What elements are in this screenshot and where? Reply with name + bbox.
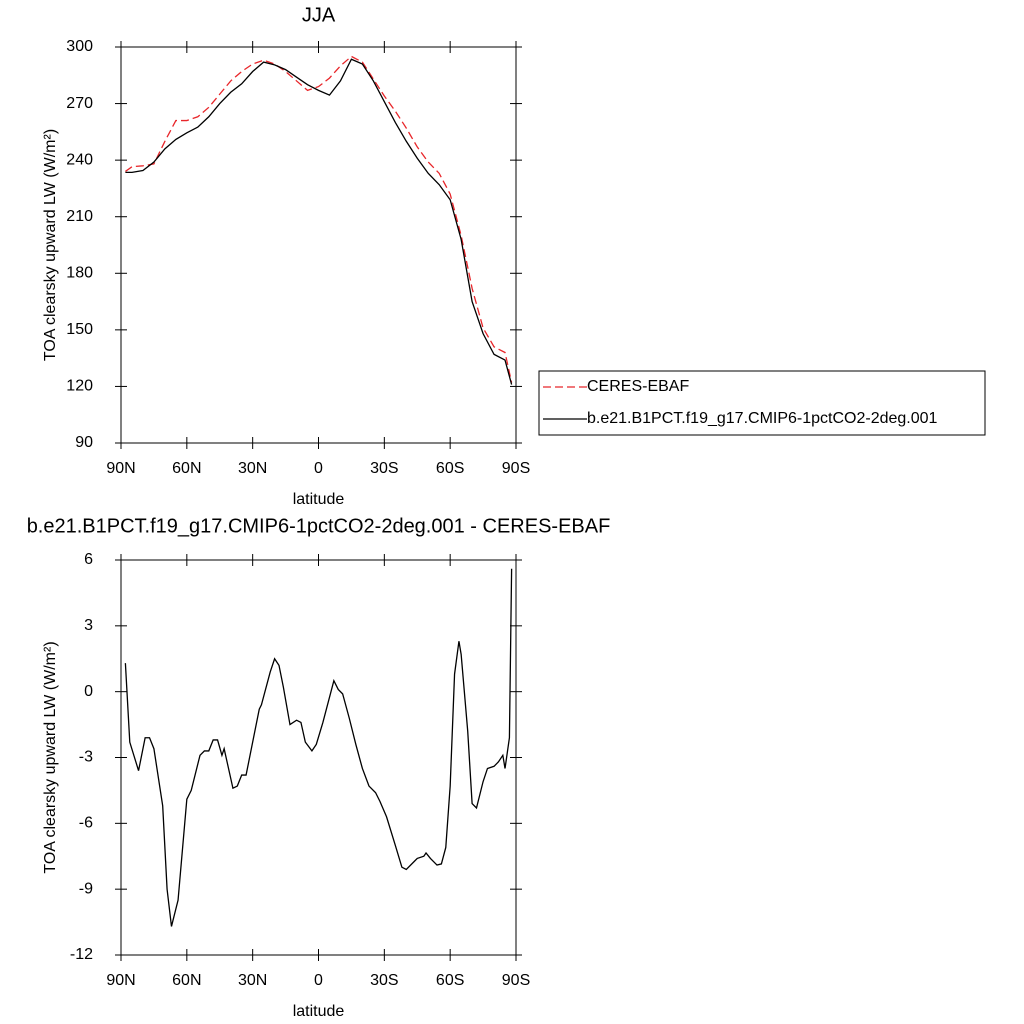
y-tick-label: 150 (66, 321, 93, 338)
chart-title: JJA (302, 4, 336, 26)
y-tick-label: 3 (84, 617, 93, 634)
x-tick-label: 0 (314, 460, 323, 477)
y-tick-label: -6 (79, 815, 93, 832)
x-tick-label: 60S (436, 460, 464, 477)
x-tick-label: 60N (172, 460, 201, 477)
x-tick-label: 30S (370, 972, 398, 989)
x-tick-label: 90S (502, 972, 530, 989)
x-tick-label: 30S (370, 460, 398, 477)
y-tick-label: 0 (84, 683, 93, 700)
y-tick-label: 300 (66, 38, 93, 55)
x-tick-label: 90S (502, 460, 530, 477)
plot-frame (120, 46, 517, 444)
x-tick-label: 0 (314, 972, 323, 989)
y-tick-label: 6 (84, 551, 93, 568)
data-line (125, 55, 513, 383)
data-line (124, 568, 513, 927)
x-axis-label: latitude (293, 1003, 345, 1020)
x-tick-label: 60N (172, 972, 201, 989)
y-tick-label: 240 (66, 151, 93, 168)
y-tick-label: 270 (66, 95, 93, 112)
y-axis-label: TOA clearsky upward LW (W/m²) (42, 129, 59, 361)
y-tick-label: 210 (66, 208, 93, 225)
y-tick-label: 120 (66, 378, 93, 395)
plot-frame (120, 559, 517, 956)
legend-label: CERES-EBAF (587, 378, 689, 395)
y-tick-label: 90 (75, 434, 93, 451)
legend-box (538, 370, 986, 436)
x-tick-label: 60S (436, 972, 464, 989)
y-tick-label: -12 (70, 946, 93, 963)
y-tick-label: -3 (79, 749, 93, 766)
y-axis-label: TOA clearsky upward LW (W/m²) (42, 641, 59, 873)
data-line (125, 58, 513, 385)
x-tick-label: 90N (106, 460, 135, 477)
legend-label: b.e21.B1PCT.f19_g17.CMIP6-1pctCO2-2deg.0… (587, 410, 938, 427)
chart-title: b.e21.B1PCT.f19_g17.CMIP6-1pctCO2-2deg.0… (27, 515, 611, 537)
x-axis-label: latitude (293, 491, 345, 508)
x-tick-label: 30N (238, 972, 267, 989)
y-tick-label: -9 (79, 880, 93, 897)
y-tick-label: 180 (66, 265, 93, 282)
x-tick-label: 30N (238, 460, 267, 477)
x-tick-label: 90N (106, 972, 135, 989)
